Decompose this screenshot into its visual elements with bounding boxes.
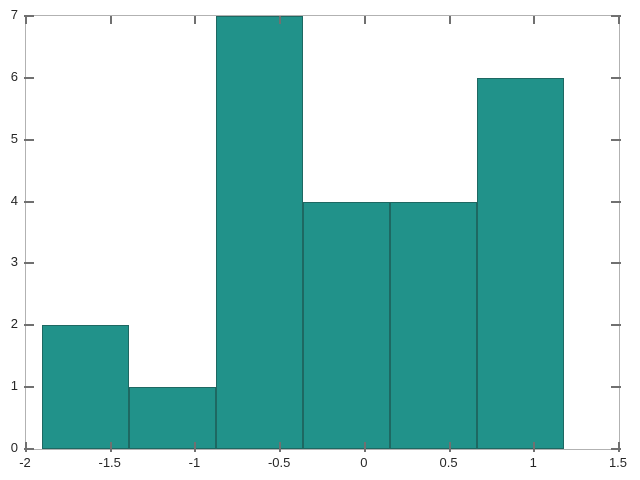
x-tick xyxy=(533,16,536,24)
x-tick xyxy=(194,442,197,452)
x-tick xyxy=(363,16,366,24)
y-tick-label: 3 xyxy=(10,254,18,270)
y-tick xyxy=(24,448,34,450)
histogram-bar xyxy=(389,201,477,449)
x-tick-label: 0.5 xyxy=(439,455,458,470)
x-tick xyxy=(618,442,620,452)
histogram-bar xyxy=(302,201,390,449)
x-tick xyxy=(109,16,112,24)
y-tick xyxy=(24,386,34,389)
y-tick xyxy=(611,262,621,265)
y-tick xyxy=(24,262,34,265)
y-tick xyxy=(24,324,34,327)
x-tick-label: 0 xyxy=(360,455,368,470)
y-tick xyxy=(611,76,621,79)
x-tick-label: -2 xyxy=(19,455,31,470)
y-tick-label: 5 xyxy=(10,130,18,146)
y-tick-label: 1 xyxy=(10,378,18,394)
x-tick-label: -0.5 xyxy=(267,455,291,470)
y-tick-label: 6 xyxy=(10,68,18,84)
y-tick xyxy=(24,138,34,141)
histogram-bar xyxy=(42,325,129,449)
y-tick-label: 4 xyxy=(10,192,18,208)
y-tick xyxy=(611,386,621,389)
y-tick xyxy=(24,200,34,203)
y-tick xyxy=(24,15,34,17)
y-tick xyxy=(24,76,34,79)
y-tick xyxy=(611,15,621,17)
histogram-bar xyxy=(129,387,216,449)
x-tick xyxy=(448,442,451,452)
x-tick-label: -1.5 xyxy=(98,455,121,470)
y-tick-label: 7 xyxy=(10,7,18,22)
x-tick xyxy=(109,442,112,452)
y-tick xyxy=(611,324,621,327)
y-tick-label: 0 xyxy=(10,440,18,455)
x-tick xyxy=(194,16,197,24)
y-tick-label: 2 xyxy=(10,316,18,332)
y-tick xyxy=(611,448,621,450)
x-tick xyxy=(25,442,27,452)
x-tick-label: 1 xyxy=(529,455,537,470)
x-tick xyxy=(363,442,366,452)
x-tick xyxy=(279,16,282,24)
histogram-bar xyxy=(215,16,303,449)
x-tick-label: -1 xyxy=(188,455,201,470)
x-tick xyxy=(279,442,282,452)
x-tick xyxy=(25,16,27,24)
x-tick-label: 1.5 xyxy=(608,455,628,470)
histogram-bar xyxy=(476,77,564,449)
y-tick xyxy=(611,138,621,141)
x-tick xyxy=(533,442,536,452)
x-tick xyxy=(448,16,451,24)
y-tick xyxy=(611,200,621,203)
plot-area xyxy=(24,15,621,452)
x-tick xyxy=(618,16,620,24)
